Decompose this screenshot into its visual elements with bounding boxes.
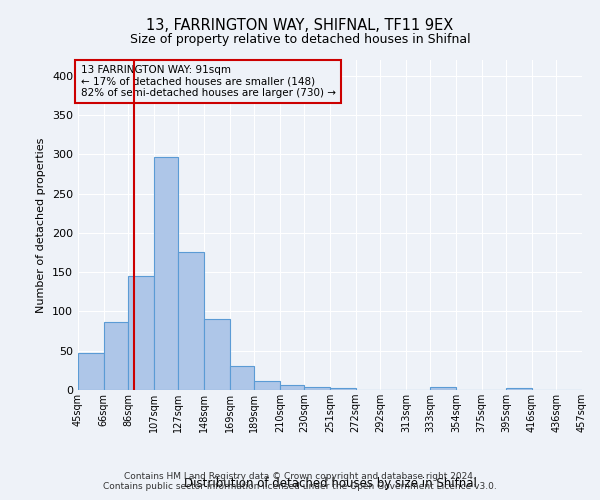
Bar bbox=[154, 158, 178, 390]
Text: 13 FARRINGTON WAY: 91sqm
← 17% of detached houses are smaller (148)
82% of semi-: 13 FARRINGTON WAY: 91sqm ← 17% of detach… bbox=[80, 65, 335, 98]
Bar bbox=[254, 380, 280, 390]
X-axis label: Distribution of detached houses by size in Shifnal: Distribution of detached houses by size … bbox=[184, 476, 476, 490]
Bar bbox=[506, 388, 532, 390]
Bar bbox=[304, 387, 330, 390]
Bar bbox=[330, 388, 356, 390]
Bar bbox=[128, 276, 154, 390]
Bar bbox=[280, 386, 304, 390]
Bar bbox=[430, 387, 456, 390]
Text: Size of property relative to detached houses in Shifnal: Size of property relative to detached ho… bbox=[130, 32, 470, 46]
Text: 13, FARRINGTON WAY, SHIFNAL, TF11 9EX: 13, FARRINGTON WAY, SHIFNAL, TF11 9EX bbox=[146, 18, 454, 32]
Bar bbox=[178, 252, 204, 390]
Text: Contains HM Land Registry data © Crown copyright and database right 2024.
Contai: Contains HM Land Registry data © Crown c… bbox=[103, 472, 497, 491]
Bar bbox=[204, 320, 230, 390]
Bar bbox=[104, 322, 128, 390]
Y-axis label: Number of detached properties: Number of detached properties bbox=[37, 138, 46, 312]
Bar bbox=[78, 353, 104, 390]
Bar bbox=[230, 366, 254, 390]
